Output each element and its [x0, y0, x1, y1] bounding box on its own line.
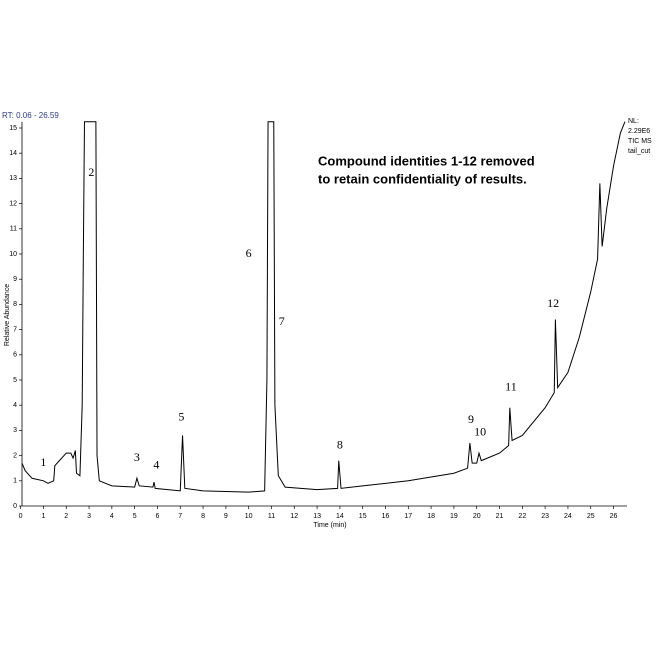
x-tick-label: 0 [19, 513, 23, 520]
y-tick-label: 0 [13, 503, 17, 510]
y-tick-label: 12 [9, 200, 17, 207]
x-tick-label: 20 [473, 513, 481, 520]
x-tick-label: 19 [450, 513, 458, 520]
y-axis-label: Relative Abundance [4, 284, 11, 346]
x-tick-label: 16 [382, 513, 390, 520]
info: tail_cut [628, 148, 650, 155]
peak-label: 10 [474, 425, 486, 439]
y-tick-label: 4 [13, 402, 17, 409]
x-tick-label: 12 [290, 513, 298, 520]
x-tick-label: 26 [610, 513, 618, 520]
y-tick-label: 13 [9, 175, 17, 182]
x-tick-label: 17 [404, 513, 412, 520]
y-tick-label: 8 [13, 301, 17, 308]
y-tick-label: 1 [13, 478, 17, 485]
info: NL: [628, 118, 639, 125]
peak-label: 11 [505, 379, 517, 393]
y-tick-label: 5 [13, 377, 17, 384]
peak-label: 12 [547, 296, 559, 310]
peak-label: 2 [88, 165, 94, 179]
x-tick-label: 25 [587, 513, 595, 520]
peak-label: 3 [134, 450, 140, 464]
x-tick-label: 24 [564, 513, 572, 520]
trace [22, 121, 626, 493]
y-tick-label: 9 [13, 276, 17, 283]
y-tick-label: 3 [13, 427, 17, 434]
y-tick-label: 15 [9, 125, 17, 132]
x-tick-label: 2 [64, 513, 68, 520]
peak-label: 8 [337, 437, 343, 451]
x-tick-label: 22 [518, 513, 526, 520]
x-tick-label: 5 [133, 513, 137, 520]
note: Compound identities 1-12 removed [318, 153, 535, 168]
peak-label: 7 [279, 314, 285, 328]
peak-label: 1 [40, 455, 46, 469]
x-tick-label: 4 [110, 513, 114, 520]
peak-label: 6 [246, 246, 252, 260]
x-tick-label: 21 [496, 513, 504, 520]
x-axis-label: Time (min) [313, 522, 346, 529]
y-tick-label: 6 [13, 352, 17, 359]
x-tick-label: 3 [87, 513, 91, 520]
peak-label: 4 [153, 457, 159, 471]
y-tick-label: 10 [9, 251, 17, 258]
x-tick-label: 14 [336, 513, 344, 520]
x-tick-label: 18 [427, 513, 435, 520]
x-tick-label: 1 [41, 513, 45, 520]
y-tick-label: 14 [9, 150, 17, 157]
x-tick-label: 10 [245, 513, 253, 520]
x-tick-label: 6 [156, 513, 160, 520]
y-tick-label: 2 [13, 452, 17, 459]
y-tick-label: 11 [10, 226, 17, 233]
x-tick-label: 13 [313, 513, 321, 520]
x-tick-label: 9 [224, 513, 228, 520]
x-tick-label: 23 [541, 513, 549, 520]
info: 2.29E6 [628, 128, 650, 135]
header: RT: 0.06 - 26.59 [2, 111, 59, 120]
note: to retain confidentiality of results. [318, 171, 527, 186]
x-tick-label: 8 [201, 513, 205, 520]
peak-label: 9 [468, 412, 474, 426]
peak-label: 5 [178, 410, 184, 424]
x-tick-label: 7 [178, 513, 182, 520]
info: TIC MS [628, 138, 652, 145]
x-tick-label: 15 [359, 513, 367, 520]
x-tick-label: 11 [268, 513, 275, 520]
y-tick-label: 7 [13, 326, 17, 333]
